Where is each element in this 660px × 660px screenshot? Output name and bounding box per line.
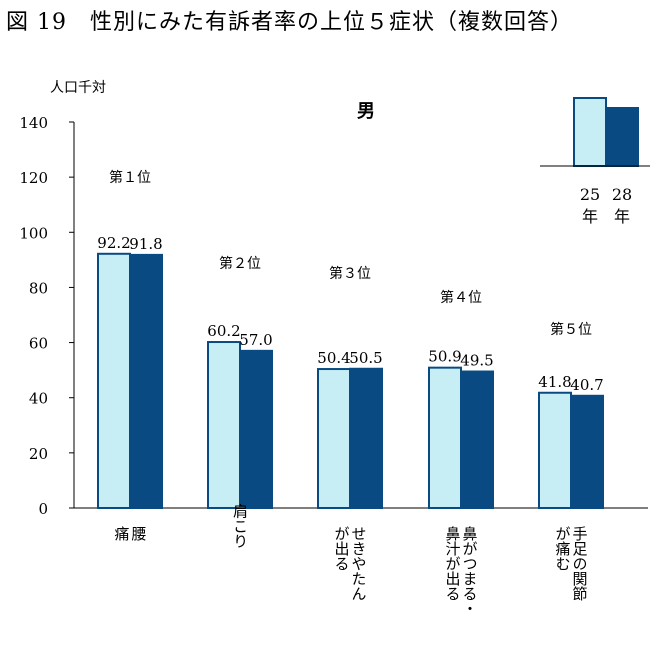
y-tick-label: 40 bbox=[29, 390, 48, 408]
bar-y28 bbox=[570, 394, 604, 509]
bar-y25 bbox=[428, 366, 462, 510]
legend-swatch bbox=[573, 97, 607, 167]
y-tick-label: 0 bbox=[38, 500, 48, 518]
data-label: 41.8 bbox=[538, 373, 571, 391]
data-label: 40.7 bbox=[570, 376, 603, 394]
x-tick-label: 肩こり bbox=[231, 504, 249, 549]
x-tick-label: 鼻がつまる・ bbox=[461, 526, 479, 616]
data-label: 50.9 bbox=[428, 348, 461, 366]
y-axis-label: 人口千対 bbox=[50, 80, 106, 96]
data-label: 50.5 bbox=[349, 349, 382, 367]
rank-label: 第１位 bbox=[109, 169, 151, 186]
rank-label: 第５位 bbox=[550, 321, 592, 338]
legend-label: 年 bbox=[614, 207, 630, 226]
legend-label: 年 bbox=[582, 207, 598, 226]
legend-label: 28 bbox=[612, 185, 632, 204]
y-tick-label: 120 bbox=[19, 169, 48, 187]
legend-label: 25 bbox=[580, 185, 600, 204]
bar-y28 bbox=[460, 370, 494, 509]
data-label: 57.0 bbox=[239, 331, 272, 349]
data-label: 60.2 bbox=[207, 322, 240, 340]
y-tick-label: 60 bbox=[29, 335, 48, 353]
x-tick-label: 手足の関節 bbox=[571, 526, 589, 601]
legend-swatch bbox=[605, 107, 639, 167]
rank-label: 第３位 bbox=[329, 265, 371, 282]
x-tick-label: が出る bbox=[333, 526, 351, 571]
y-tick-label: 100 bbox=[19, 224, 48, 242]
figure-title: 図 19 性別にみた有訴者率の上位５症状（複数回答） bbox=[6, 10, 573, 35]
bar-y25 bbox=[207, 341, 241, 509]
data-label: 50.4 bbox=[317, 349, 350, 367]
data-label: 49.5 bbox=[460, 352, 493, 370]
bar-y28 bbox=[129, 253, 163, 509]
rank-label: 第２位 bbox=[219, 255, 261, 272]
y-tick-label: 80 bbox=[29, 279, 48, 297]
x-tick-label: 痛 bbox=[113, 526, 131, 541]
chart-title: 男 bbox=[357, 101, 375, 122]
x-tick-label: せきやたん bbox=[350, 526, 368, 601]
bar-y25 bbox=[538, 391, 572, 510]
y-tick-label: 20 bbox=[29, 445, 48, 463]
y-tick-label: 140 bbox=[19, 114, 48, 132]
x-tick-label: が痛む bbox=[554, 526, 572, 571]
data-label: 92.2 bbox=[97, 234, 130, 252]
data-label: 91.8 bbox=[129, 235, 162, 253]
bar-y25 bbox=[317, 368, 351, 510]
bar-y25 bbox=[97, 252, 131, 509]
rank-label: 第４位 bbox=[440, 289, 482, 306]
bar-y28 bbox=[349, 367, 383, 509]
x-tick-label: 腰 bbox=[130, 526, 148, 542]
x-tick-label: 鼻汁が出る bbox=[444, 526, 462, 601]
bar-y28 bbox=[239, 349, 273, 510]
